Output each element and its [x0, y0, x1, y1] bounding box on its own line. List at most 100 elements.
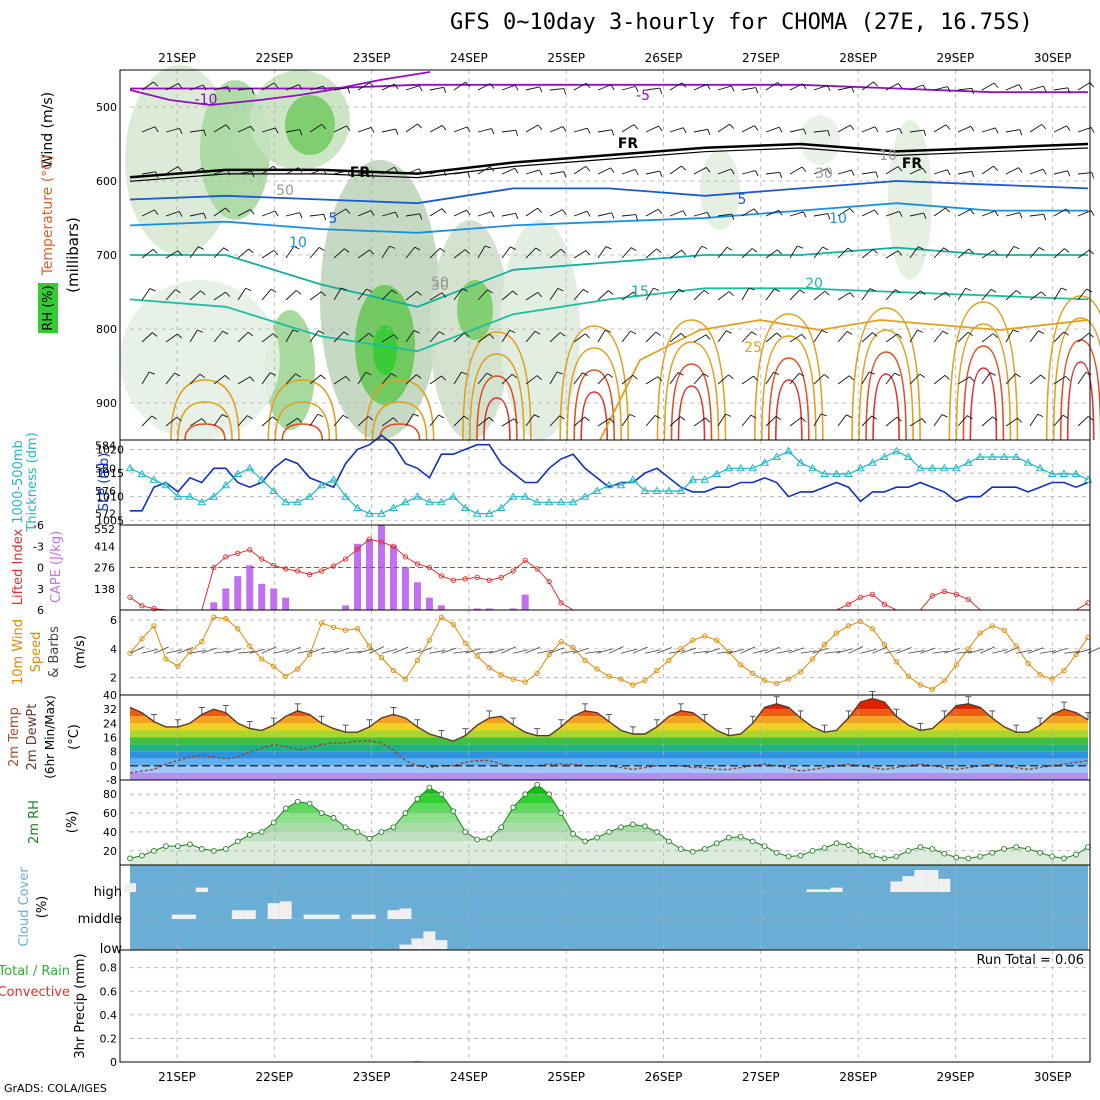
upper-wind-barb — [501, 246, 511, 259]
upper-wind-barb-feather — [198, 246, 204, 250]
upper-wind-barb — [957, 248, 970, 259]
rh-point — [701, 846, 708, 852]
surface-wind-barb — [800, 650, 817, 654]
upper-wind-barb — [1029, 123, 1042, 133]
upper-wind-barb-feather — [273, 250, 279, 256]
upper-wind-barb-feather — [897, 250, 903, 256]
cape-bar — [437, 605, 445, 610]
upper-wind-barb-feather — [726, 246, 733, 251]
surface-wind-barb — [153, 646, 169, 654]
upper-wind-barb-feather — [1038, 247, 1045, 251]
upper-wind-barb — [741, 375, 754, 385]
upper-wind-barb-feather — [871, 415, 877, 420]
thickness-point — [425, 497, 434, 506]
rh-shade-12 — [700, 150, 740, 230]
upper-wind-barb — [1077, 210, 1092, 217]
upper-wind-barb-feather — [703, 373, 709, 378]
thickness-point — [329, 475, 338, 483]
upper-wind-barb-feather — [1042, 168, 1047, 175]
upper-wind-barb — [285, 212, 300, 217]
upper-wind-barb-feather — [491, 128, 495, 135]
wind-speed-point — [654, 667, 660, 674]
upper-wind-barb-feather — [1089, 82, 1095, 88]
upper-wind-barb-feather — [1090, 127, 1095, 133]
thickness-point — [1011, 452, 1021, 460]
thickness-point — [760, 458, 770, 466]
contour-label: 15 — [631, 284, 649, 300]
upper-wind-barb — [741, 414, 752, 427]
ylabel-precip: 3hr Precip (mm) — [73, 953, 88, 1058]
upper-wind-barb — [669, 249, 682, 259]
wind-speed-point — [582, 657, 588, 664]
lifted-index-point — [151, 605, 157, 612]
upper-wind-barb-feather — [178, 211, 183, 217]
upper-wind-barb-feather — [152, 332, 158, 337]
surface-wind-barb — [1016, 649, 1032, 654]
lifted-index-point — [965, 596, 971, 603]
upper-wind-barb-feather — [299, 129, 303, 136]
upper-wind-barb-feather — [273, 165, 279, 171]
upper-wind-barb — [981, 333, 994, 343]
thickness-point — [1071, 469, 1081, 477]
upper-wind-barb-feather — [318, 247, 325, 251]
thickness-tick: 580 — [95, 462, 116, 475]
rh-band — [130, 794, 1088, 804]
upper-wind-barb — [789, 83, 803, 91]
warm-contour-9-1 — [1052, 317, 1100, 441]
surface-wind-barb — [896, 647, 912, 654]
upper-wind-barb — [717, 246, 728, 259]
upper-wind-barb — [861, 288, 871, 301]
slp-tick: 1010 — [96, 491, 124, 504]
upper-wind-barb — [213, 124, 227, 133]
upper-wind-barb-feather — [200, 290, 206, 295]
wind-speed-point — [690, 637, 696, 643]
upper-wind-barb-feather — [535, 247, 541, 252]
temp-band — [130, 744, 1088, 752]
upper-wind-barb — [477, 128, 492, 133]
upper-wind-barb — [741, 125, 755, 133]
rh-point — [270, 819, 277, 826]
upper-wind-barb — [333, 87, 348, 91]
date-label-top: 26SEP — [645, 51, 683, 65]
rh-point — [785, 853, 792, 860]
upper-wind-barb — [357, 372, 367, 385]
upper-wind-barb — [885, 127, 900, 133]
upper-wind-barb-feather — [896, 416, 902, 422]
surface-wind-barb — [680, 647, 697, 654]
upper-wind-barb — [477, 417, 490, 427]
warm-contour-5-2 — [670, 363, 713, 441]
upper-wind-barb-feather — [944, 375, 950, 380]
upper-wind-barb — [1053, 375, 1066, 385]
upper-wind-barb — [597, 167, 611, 175]
upper-wind-barb — [357, 416, 369, 427]
dewpoint-line — [129, 740, 1089, 774]
rh-point — [905, 847, 912, 854]
upper-wind-barb — [933, 86, 948, 91]
rh-point — [989, 849, 996, 856]
surface-wind-barb — [453, 650, 470, 654]
upper-wind-barb-feather — [826, 168, 831, 174]
upper-wind-barb-feather — [826, 85, 831, 91]
upper-wind-barb-feather — [990, 288, 997, 293]
warm-contour-8-0 — [948, 301, 1019, 441]
temp-band — [130, 765, 1088, 773]
contour-5 — [129, 180, 1089, 205]
upper-wind-barb-feather — [321, 124, 327, 130]
upper-wind-barb — [525, 375, 538, 385]
rh-point — [821, 845, 828, 851]
surface-wind-barb — [812, 647, 828, 654]
upper-wind-barb-feather — [777, 249, 782, 255]
upper-wind-barb — [573, 416, 586, 427]
upper-wind-barb-feather — [221, 414, 228, 418]
upper-wind-barb — [1005, 373, 1016, 385]
rh-point — [809, 847, 816, 854]
rh-point — [522, 791, 529, 798]
upper-wind-barb-feather — [417, 123, 423, 129]
upper-wind-barb-feather — [514, 168, 519, 174]
lifted-index-point — [941, 588, 947, 595]
lifted-index-point — [414, 561, 421, 567]
thickness-point — [772, 452, 781, 460]
upper-wind-barb — [621, 214, 636, 217]
wind-speed-point — [318, 620, 325, 626]
upper-wind-barb-feather — [1041, 124, 1047, 130]
